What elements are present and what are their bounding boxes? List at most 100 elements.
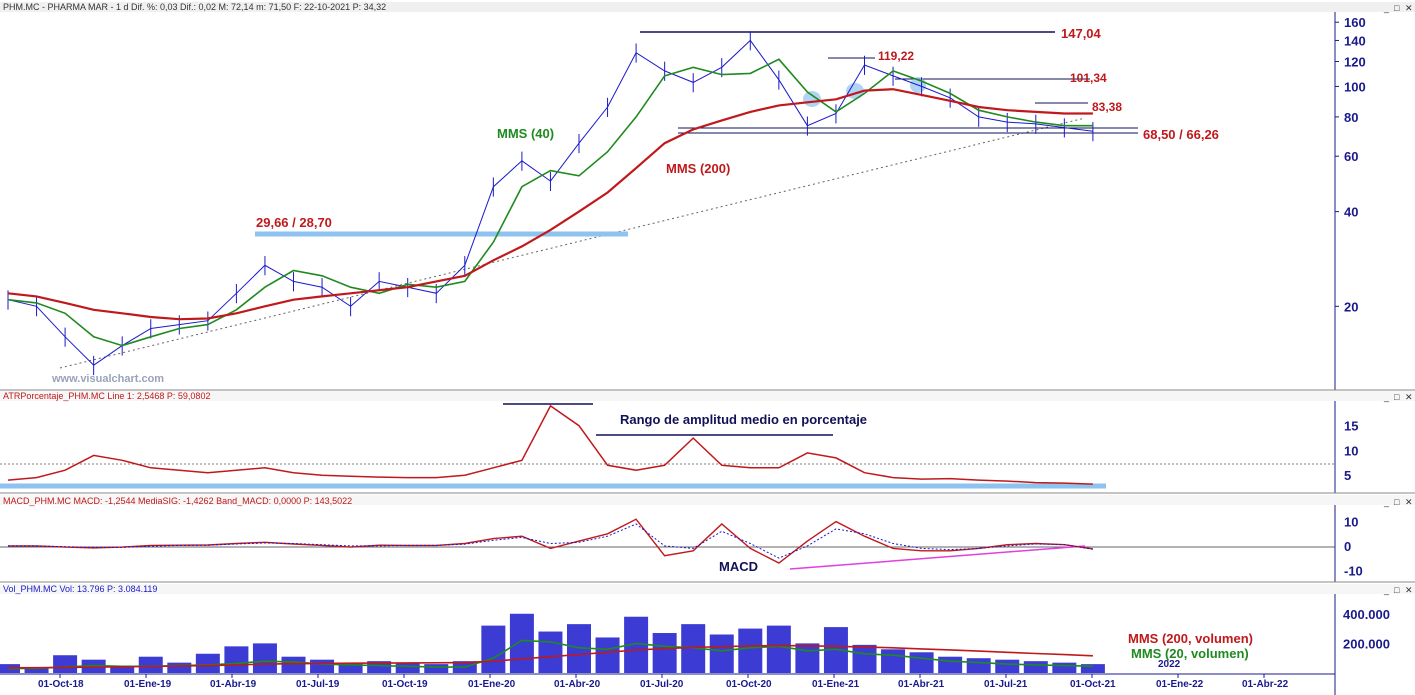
minimize-icon[interactable]: _: [1383, 3, 1390, 13]
x-tick-label: 01-Ene-22: [1156, 679, 1204, 690]
price-y-tick-label: 40: [1344, 205, 1358, 220]
watermark: www.visualchart.com: [51, 373, 164, 385]
volume-bar: [766, 625, 791, 673]
close-icon[interactable]: ✕: [1405, 585, 1413, 595]
macd-series-group: [8, 518, 1094, 564]
x-tick-label: 01-Jul-21: [984, 679, 1028, 690]
label-mms200: MMS (200): [666, 161, 730, 176]
close-icon[interactable]: ✕: [1405, 3, 1413, 13]
volume-bar: [1023, 661, 1048, 673]
x-tick-label: 01-Ene-20: [468, 679, 516, 690]
price-series-line: [7, 58, 1093, 347]
price-y-tick-label: 100: [1344, 79, 1366, 94]
volume-bar: [24, 667, 49, 673]
x-tick-label: 01-Jul-20: [640, 679, 684, 690]
restore-icon[interactable]: □: [1394, 497, 1400, 507]
macd-series-line: [8, 523, 1093, 559]
x-tick-label: 01-Abr-22: [1242, 679, 1289, 690]
volume-bar: [338, 662, 363, 673]
atr-header: ATRPorcentaje_PHM.MC Line 1: 2,5468 P: 5…: [3, 391, 210, 401]
volume-bar: [1052, 662, 1077, 673]
annotation-6850: 68,50 / 66,26: [1143, 127, 1219, 142]
x-tick-label: 01-Abr-21: [898, 679, 945, 690]
x-tick-label: 01-Abr-20: [554, 679, 601, 690]
restore-icon[interactable]: □: [1394, 585, 1400, 595]
macd-y-tick-label: -10: [1344, 563, 1363, 578]
volume-bar: [310, 659, 335, 673]
annotation-83: 83,38: [1092, 100, 1122, 114]
atr-y-tick-label: 10: [1344, 443, 1358, 458]
atr-series-group: [7, 404, 1093, 485]
x-tick-label: 01-Oct-21: [1070, 679, 1116, 690]
atr-panel: ATRPorcentaje_PHM.MC Line 1: 2,5468 P: 5…: [0, 391, 1415, 494]
macd-y-tick-label: 10: [1344, 515, 1358, 530]
volume-bar: [252, 643, 277, 673]
volume-bar: [966, 658, 991, 673]
minimize-icon[interactable]: _: [1383, 497, 1390, 507]
annotation-147: 147,04: [1061, 26, 1102, 41]
volume-bars-group: [0, 613, 1105, 673]
volume-bar: [195, 653, 220, 673]
restore-icon[interactable]: □: [1394, 392, 1400, 402]
volume-bar: [709, 634, 734, 673]
volume-panel: Vol_PHM.MC Vol: 13.796 P: 3.084.119 _ □ …: [0, 584, 1415, 695]
volume-bar: [538, 631, 563, 673]
x-axis: 01-Oct-18 01-Ene-19 01-Abr-19 01-Jul-19 01-O…: [38, 674, 1289, 690]
price-y-tick-label: 140: [1344, 33, 1366, 48]
volume-bar: [909, 652, 934, 673]
volume-bar: [652, 633, 677, 673]
x-tick-label: 01-Oct-20: [726, 679, 772, 690]
volume-bar: [367, 661, 392, 673]
price-panel: PHM.MC - PHARMA MAR - 1 d Dif. %: 0,03 D…: [0, 2, 1415, 391]
macd-header: MACD_PHM.MC MACD: -1,2544 MediaSIG: -1,4…: [3, 496, 352, 506]
volume-bar: [138, 656, 163, 673]
annotation-2966: 29,66 / 28,70: [256, 215, 332, 230]
restore-icon[interactable]: □: [1394, 3, 1400, 13]
volume-bar: [738, 628, 763, 673]
volume-y-axis: 200.000 400.000: [1343, 607, 1390, 652]
price-header: PHM.MC - PHARMA MAR - 1 d Dif. %: 0,03 D…: [3, 2, 386, 12]
price-y-tick-label: 120: [1344, 55, 1366, 70]
volume-bar: [795, 643, 820, 673]
minimize-icon[interactable]: _: [1383, 392, 1390, 402]
atr-series-line: [7, 404, 1093, 485]
volume-y-tick-label: 400.000: [1343, 607, 1390, 622]
price-series-line: [7, 88, 1093, 321]
volume-bar: [938, 656, 963, 673]
minimize-icon[interactable]: _: [1383, 585, 1390, 595]
volume-bar: [53, 655, 78, 673]
volume-bar: [481, 625, 506, 673]
label-vol-mms200: MMS (200, volumen): [1128, 631, 1253, 646]
x-tick-label: 01-Jul-19: [296, 679, 340, 690]
close-icon[interactable]: ✕: [1405, 392, 1413, 402]
volume-bar: [395, 662, 420, 673]
price-y-axis: 20 40 60 80 100 120 140 160: [1335, 15, 1366, 314]
volume-bar: [595, 637, 620, 673]
macd-panel: MACD_PHM.MC MACD: -1,2544 MediaSIG: -1,4…: [0, 495, 1415, 583]
volume-mms-line: [7, 644, 1093, 669]
volume-bar: [852, 644, 877, 673]
x-tick-label: 01-Ene-21: [812, 679, 860, 690]
price-y-tick-label: 160: [1344, 15, 1366, 30]
annotation-101: 101,34: [1070, 71, 1107, 85]
volume-bar: [995, 659, 1020, 673]
volume-bar: [110, 665, 135, 673]
close-icon[interactable]: ✕: [1405, 497, 1413, 507]
price-series-group: [7, 31, 1094, 376]
atr-title: Rango de amplitud medio en porcentaje: [620, 412, 867, 427]
volume-bar: [224, 646, 249, 673]
macd-y-axis: -10 0 10: [1344, 515, 1363, 579]
label-vol-mms20: MMS (20, volumen): [1131, 646, 1249, 661]
year-label: 2022: [1158, 659, 1181, 670]
volume-bar: [509, 613, 534, 673]
price-y-tick-label: 60: [1344, 149, 1358, 164]
volume-mms-group: [7, 639, 1093, 670]
volume-bar: [424, 664, 449, 673]
price-y-tick-label: 20: [1344, 299, 1358, 314]
x-tick-label: 01-Ene-19: [124, 679, 172, 690]
atr-y-tick-label: 5: [1344, 468, 1351, 483]
atr-y-tick-label: 15: [1344, 419, 1358, 434]
volume-bar: [281, 656, 306, 673]
x-tick-label: 01-Abr-19: [210, 679, 257, 690]
